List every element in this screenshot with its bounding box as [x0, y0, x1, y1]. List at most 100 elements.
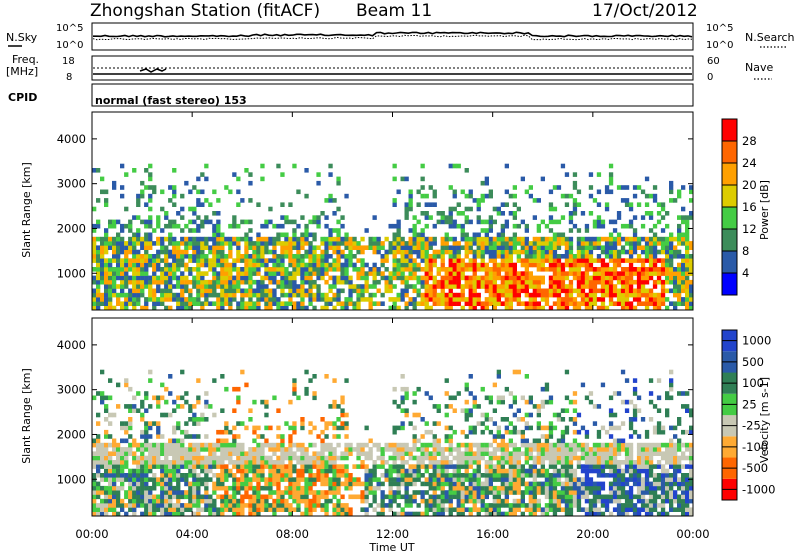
echo-cell: [616, 275, 622, 281]
echo-cell: [608, 279, 614, 285]
echo-cell: [208, 202, 213, 207]
echo-cell: [681, 185, 686, 190]
echo-cell: [652, 232, 658, 238]
echo-cell: [92, 236, 97, 242]
echo-cell: [244, 481, 249, 487]
echo-cell: [524, 288, 529, 294]
echo-cell: [168, 451, 173, 456]
echo-cell: [468, 490, 473, 495]
echo-cell: [116, 241, 121, 246]
echo-cell: [104, 434, 109, 439]
echo-cell: [236, 460, 241, 465]
echo-cell: [644, 211, 650, 216]
echo-cell: [272, 292, 277, 298]
echo-cell: [432, 249, 437, 255]
echo-cell: [356, 494, 361, 500]
echo-cell: [420, 511, 425, 517]
echo-cell: [368, 451, 373, 456]
echo-cell: [424, 391, 429, 396]
echo-cell: [116, 232, 121, 238]
echo-cell: [116, 292, 121, 298]
echo-cell: [584, 511, 590, 517]
echo-cell: [520, 464, 525, 469]
echo-cell: [492, 490, 497, 495]
echo-cell: [184, 241, 189, 246]
echo-cell: [460, 236, 465, 242]
echo-cell: [288, 236, 293, 242]
echo-cell: [376, 301, 381, 306]
echo-cell: [448, 288, 453, 294]
echo-cell: [356, 481, 361, 487]
echo-cell: [236, 477, 241, 482]
echo-cell: [248, 262, 253, 268]
echo-cell: [564, 241, 570, 246]
echo-cell: [404, 503, 409, 508]
echo-cell: [416, 267, 421, 272]
echo-cell: [224, 301, 229, 306]
echo-cell: [304, 460, 309, 465]
echo-cell: [120, 460, 125, 465]
echo-cell: [180, 503, 185, 508]
echo-cell: [548, 254, 554, 259]
echo-cell: [108, 297, 113, 302]
echo-cell: [240, 301, 245, 306]
echo-cell: [512, 249, 517, 255]
echo-cell: [432, 279, 437, 285]
beam-title: Beam 11: [356, 1, 432, 21]
echo-cell: [548, 284, 554, 289]
echo-cell: [92, 292, 97, 298]
echo-cell: [432, 473, 437, 478]
echo-cell: [96, 460, 101, 465]
echo-cell: [240, 442, 245, 448]
echo-cell: [92, 490, 97, 495]
echo-cell: [320, 211, 325, 216]
echo-cell: [184, 180, 189, 186]
echo-cell: [532, 455, 537, 461]
echo-cell: [340, 262, 345, 268]
echo-cell: [164, 399, 169, 405]
echo-cell: [356, 447, 361, 452]
echo-cell: [540, 399, 545, 405]
echo-cell: [460, 297, 465, 302]
echo-cell: [92, 481, 97, 487]
echo-cell: [100, 485, 105, 491]
echo-cell: [484, 180, 489, 186]
colorbar-tick-label: 4: [742, 266, 749, 280]
echo-cell: [476, 464, 481, 469]
echo-cell: [308, 455, 313, 461]
echo-cell: [288, 451, 293, 456]
echo-cell: [604, 288, 610, 294]
echo-cell: [673, 279, 678, 285]
echo-cell: [400, 507, 405, 512]
echo-cell: [520, 442, 525, 448]
echo-cell: [364, 511, 369, 517]
echo-cell: [380, 254, 385, 259]
echo-cell: [508, 245, 513, 250]
echo-cell: [440, 236, 445, 242]
echo-cell: [484, 412, 489, 418]
echo-cell: [508, 485, 513, 491]
echo-cell: [660, 292, 666, 298]
echo-cell: [200, 468, 205, 474]
echo-cell: [632, 417, 638, 422]
echo-cell: [324, 468, 329, 474]
echo-cell: [552, 284, 558, 289]
echo-cell: [536, 198, 541, 203]
echo-cell: [548, 288, 554, 294]
echo-cell: [108, 481, 113, 487]
echo-cell: [564, 275, 570, 281]
echo-cell: [336, 219, 341, 225]
echo-cell: [681, 262, 686, 268]
echo-cell: [92, 245, 97, 250]
echo-cell: [144, 447, 149, 452]
echo-cell: [128, 451, 133, 456]
echo-cell: [332, 494, 337, 500]
echo-cell: [220, 297, 225, 302]
echo-cell: [152, 189, 157, 195]
echo-cell: [188, 271, 193, 276]
echo-cell: [404, 305, 409, 311]
echo-cell: [164, 292, 169, 298]
echo-cell: [168, 481, 173, 487]
echo-cell: [168, 503, 173, 508]
